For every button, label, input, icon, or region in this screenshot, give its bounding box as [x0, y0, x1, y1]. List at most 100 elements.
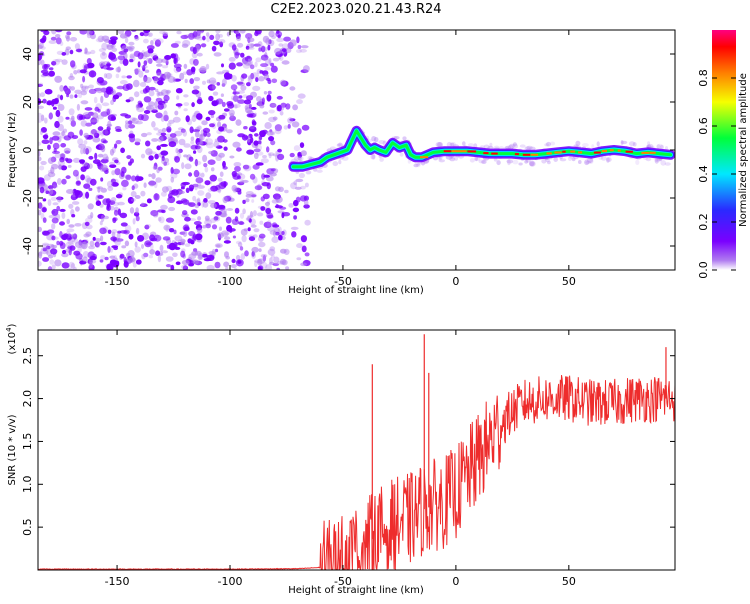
noise-speckle: [80, 174, 85, 181]
noise-speckle: [179, 72, 185, 80]
noise-speckle: [58, 164, 63, 170]
noise-speckle: [189, 126, 194, 134]
halo-speckle: [571, 157, 576, 162]
noise-speckle: [106, 44, 114, 50]
noise-speckle: [279, 79, 287, 86]
noise-speckle: [251, 199, 255, 203]
halo-speckle: [454, 155, 459, 161]
halo-speckle: [378, 140, 386, 144]
noise-speckle: [52, 106, 57, 110]
noise-speckle: [106, 63, 112, 67]
noise-speckle: [61, 252, 69, 258]
noise-speckle: [300, 185, 306, 190]
noise-speckle: [127, 196, 134, 204]
noise-speckle: [242, 164, 250, 170]
noise-speckle: [254, 61, 258, 68]
ridge-core-mark: [562, 150, 566, 153]
noise-speckle: [213, 215, 221, 222]
noise-speckle: [84, 107, 93, 111]
noise-speckle: [225, 266, 229, 270]
noise-speckle: [38, 251, 43, 257]
noise-speckle: [40, 212, 45, 220]
noise-speckle: [80, 120, 88, 127]
noise-speckle: [223, 240, 231, 244]
noise-speckle: [208, 150, 215, 155]
noise-speckle: [100, 95, 104, 104]
noise-speckle: [253, 148, 261, 153]
noise-speckle: [247, 46, 255, 50]
noise-speckle: [111, 182, 119, 187]
noise-speckle: [202, 154, 208, 163]
ridge-core-mark: [649, 151, 656, 154]
noise-speckle: [96, 143, 105, 151]
noise-speckle: [38, 150, 41, 157]
noise-speckle: [73, 238, 79, 244]
noise-speckle: [290, 226, 299, 230]
noise-speckle: [233, 162, 242, 167]
noise-speckle: [209, 80, 217, 86]
noise-speckle: [251, 119, 256, 125]
noise-speckle: [206, 32, 210, 37]
noise-speckle: [159, 30, 166, 35]
noise-speckle: [69, 117, 75, 123]
noise-speckle: [38, 260, 42, 267]
noise-speckle: [235, 30, 240, 34]
noise-speckle: [160, 204, 168, 210]
noise-speckle: [59, 221, 65, 226]
halo-speckle: [438, 159, 445, 163]
noise-speckle: [40, 126, 48, 133]
noise-speckle: [191, 114, 197, 123]
noise-speckle: [270, 140, 276, 146]
halo-speckle: [587, 157, 593, 163]
noise-speckle: [126, 75, 132, 79]
noise-speckle: [117, 30, 125, 35]
noise-speckle: [214, 138, 218, 142]
y-tick-label: 0.5: [21, 518, 34, 536]
noise-speckle: [281, 231, 285, 235]
noise-speckle: [251, 106, 257, 110]
noise-speckle: [183, 108, 188, 112]
noise-speckle: [174, 235, 183, 242]
noise-speckle: [107, 114, 116, 121]
noise-speckle: [180, 238, 186, 245]
noise-speckle: [268, 153, 272, 159]
noise-speckle: [233, 89, 237, 96]
noise-speckle: [45, 190, 50, 194]
halo-speckle: [297, 156, 303, 161]
noise-speckle: [135, 215, 140, 222]
noise-speckle: [75, 48, 83, 53]
noise-speckle: [133, 68, 141, 73]
noise-speckle: [124, 240, 130, 247]
noise-speckle: [188, 202, 196, 208]
noise-speckle: [156, 90, 160, 97]
noise-speckle: [84, 239, 89, 246]
noise-speckle: [94, 152, 98, 160]
noise-speckle: [248, 103, 252, 109]
noise-speckle: [128, 124, 136, 129]
noise-speckle: [296, 128, 302, 135]
halo-speckle: [549, 141, 556, 146]
noise-speckle: [47, 157, 55, 165]
noise-speckle: [257, 100, 262, 106]
noise-speckle: [199, 66, 207, 74]
noise-speckle: [202, 35, 206, 41]
noise-speckle: [111, 146, 116, 154]
noise-speckle: [226, 208, 234, 211]
noise-speckle: [165, 264, 172, 268]
noise-speckle: [181, 264, 188, 270]
noise-speckle: [234, 165, 241, 172]
noise-speckle: [38, 156, 42, 162]
noise-speckle: [76, 103, 80, 111]
noise-speckle: [149, 234, 156, 242]
halo-speckle: [298, 172, 305, 179]
noise-speckle: [64, 157, 69, 162]
noise-speckle: [297, 93, 306, 99]
noise-speckle: [222, 196, 228, 204]
noise-speckle: [235, 259, 244, 267]
noise-speckle: [301, 124, 310, 131]
noise-speckle: [213, 140, 220, 148]
noise-speckle: [188, 156, 194, 162]
noise-speckle: [195, 177, 204, 184]
noise-speckle: [100, 241, 107, 246]
noise-speckle: [48, 254, 54, 259]
